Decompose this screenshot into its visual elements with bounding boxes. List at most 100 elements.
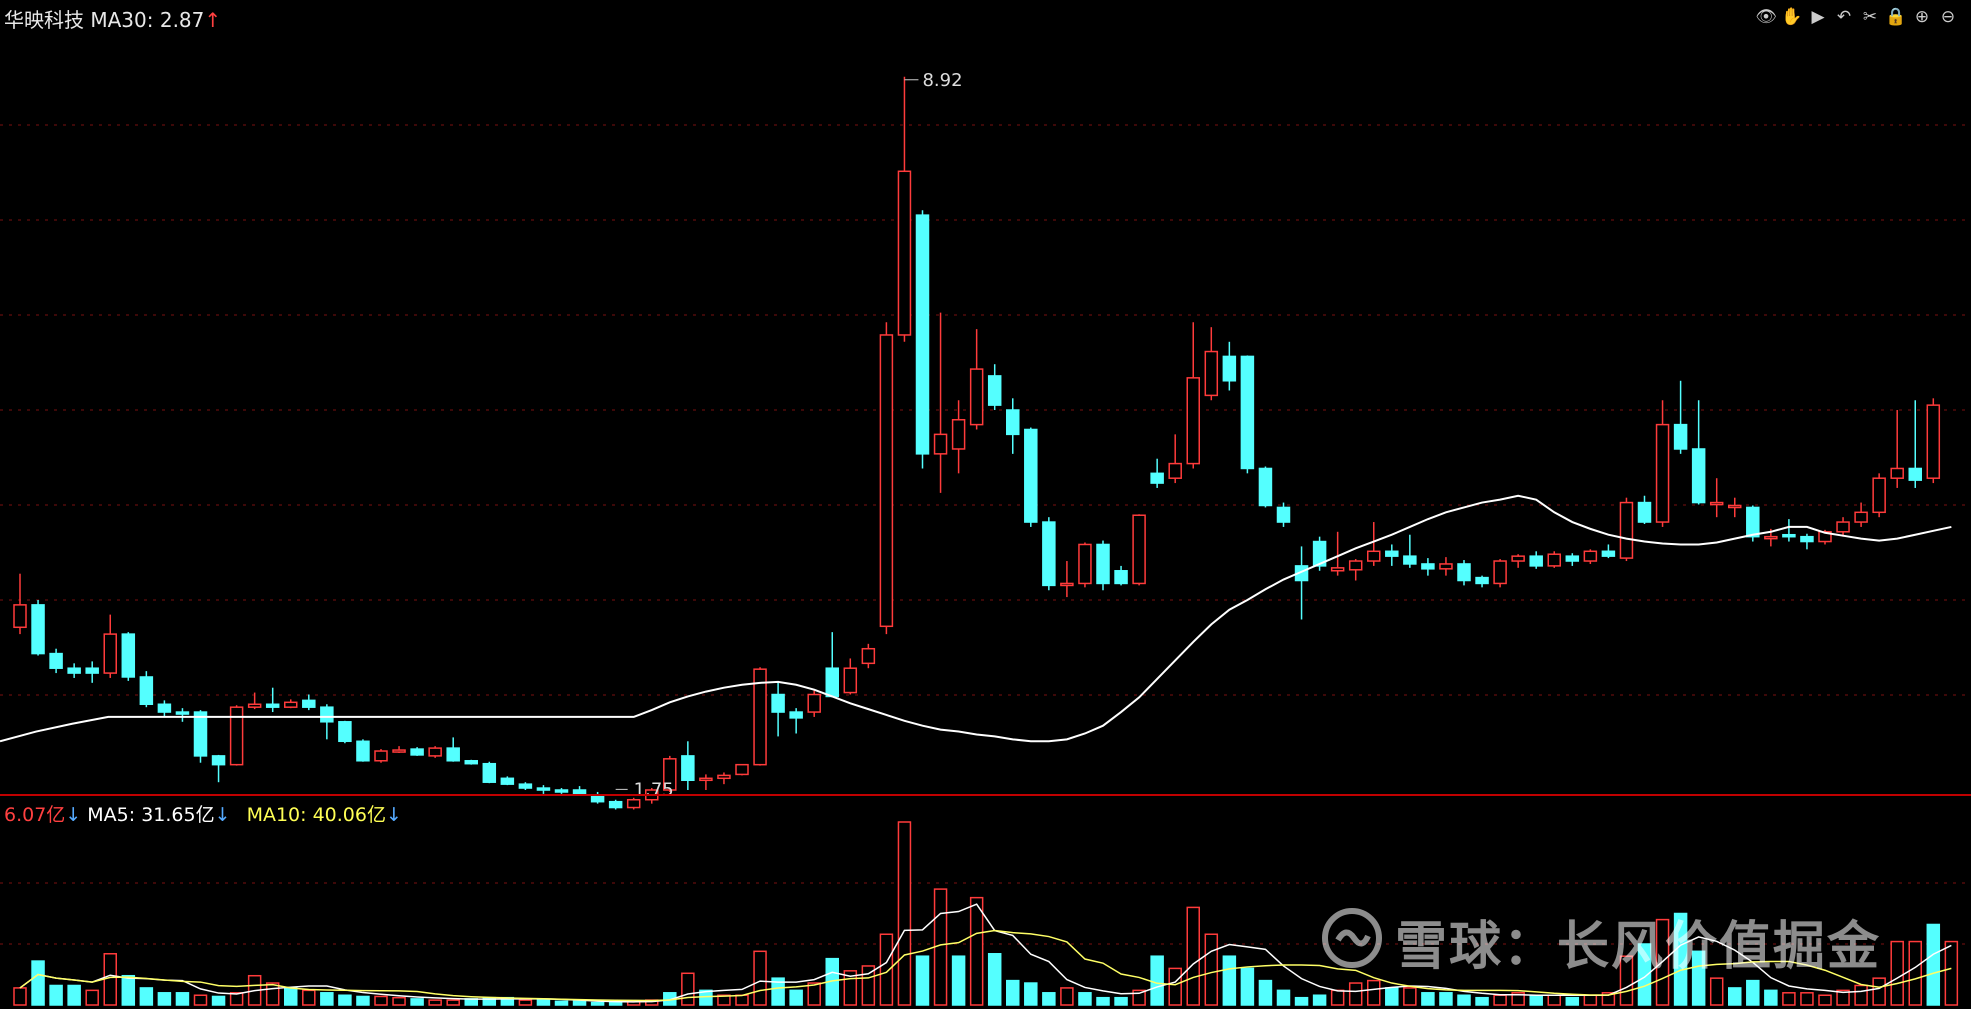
volume-bar — [284, 987, 298, 1006]
candle-body — [1655, 423, 1670, 523]
candle-body — [1764, 535, 1778, 540]
ma30-up-arrow-icon: ↑ — [204, 8, 222, 32]
volume-bar — [410, 998, 424, 1006]
volume-bar — [1709, 977, 1724, 1006]
candle-body — [1312, 540, 1327, 567]
volume-bar — [1511, 992, 1525, 1006]
candle — [121, 632, 136, 681]
candle-body — [31, 604, 45, 655]
volume-bar — [157, 992, 172, 1006]
volume-bar — [1330, 989, 1345, 1006]
candle — [229, 705, 244, 766]
candle — [157, 700, 172, 717]
hand-icon[interactable]: ✋ — [1781, 7, 1803, 27]
volume-bar — [392, 996, 406, 1006]
candle-body — [1403, 555, 1417, 565]
price-header: 华映科技 MA30: 2.87↑ — [4, 4, 221, 33]
volume-bar — [1782, 992, 1796, 1006]
candle-body — [1728, 504, 1742, 509]
volume-bar — [753, 950, 767, 1006]
volume-bar — [1493, 994, 1507, 1006]
candle — [1222, 341, 1237, 391]
volume-bar — [1529, 994, 1543, 1006]
candle — [843, 658, 858, 695]
volume-bar — [1078, 992, 1092, 1006]
candle-body — [1691, 448, 1706, 504]
volume-bar — [536, 999, 551, 1006]
candle-body — [807, 693, 821, 713]
volume-bar — [338, 994, 352, 1006]
candle-body — [897, 170, 912, 336]
candle — [626, 797, 641, 810]
volume-bar — [987, 953, 1002, 1006]
vol-ma5-line — [19, 903, 1952, 1003]
play-icon[interactable]: ▶ — [1811, 7, 1825, 27]
scissors-icon[interactable]: ✂ — [1862, 7, 1878, 27]
volume-bar — [356, 995, 370, 1006]
candle — [482, 761, 497, 784]
candle-body — [1908, 467, 1922, 481]
volume-ma10: MA10: 40.06亿 — [246, 804, 386, 826]
candle-body — [536, 787, 551, 791]
candle-body — [1493, 560, 1507, 585]
candle-body — [771, 693, 785, 713]
candle — [717, 772, 731, 785]
candle-body — [103, 633, 117, 674]
candle — [1276, 502, 1291, 527]
volume-bar — [1691, 950, 1706, 1006]
volume-bar — [49, 984, 63, 1006]
candle — [1078, 542, 1092, 588]
candle — [1475, 575, 1489, 588]
candle-body — [446, 747, 460, 762]
eye-icon[interactable]: 👁 — [1755, 7, 1777, 27]
candle-body — [265, 703, 280, 708]
candle — [663, 755, 677, 792]
candle — [1403, 534, 1417, 568]
volume-bar — [103, 953, 117, 1006]
candle — [789, 708, 803, 734]
candle — [338, 720, 352, 744]
volume-bar — [735, 994, 749, 1006]
volume-bar — [1042, 992, 1056, 1006]
ma30-label: MA30: 2.87 — [90, 8, 205, 32]
vol-ma10-line — [19, 929, 1952, 1002]
candle-body — [302, 699, 316, 708]
candle — [356, 739, 370, 762]
candle-body — [1890, 467, 1904, 479]
candle — [1709, 478, 1724, 518]
candle-body — [699, 777, 713, 782]
volume-bar — [1836, 989, 1850, 1006]
volume-bar — [175, 992, 190, 1006]
zoom-out-icon[interactable]: ⊖ — [1940, 7, 1956, 27]
candle — [211, 754, 226, 783]
candle — [699, 774, 713, 790]
candle-body — [861, 647, 876, 665]
candle — [13, 573, 27, 635]
undo-icon[interactable]: ↶ — [1836, 7, 1852, 27]
volume-bar — [969, 896, 984, 1006]
volume-bar — [1150, 955, 1164, 1006]
candle — [915, 210, 930, 469]
volume-bar — [1439, 992, 1453, 1006]
candle-body — [1096, 543, 1110, 585]
candle-body — [356, 740, 370, 762]
candle-body — [1168, 462, 1182, 479]
candle-body — [1836, 521, 1850, 533]
candle-body — [85, 667, 99, 674]
candle — [807, 690, 821, 717]
candle — [67, 663, 81, 678]
zoom-in-icon[interactable]: ⊕ — [1914, 7, 1930, 27]
candle — [1168, 434, 1182, 484]
candle-body — [1078, 543, 1092, 585]
candle-body — [1330, 567, 1345, 572]
lock-icon[interactable]: 🔒 — [1885, 7, 1907, 27]
candle-body — [717, 774, 731, 780]
candle-body — [1348, 560, 1363, 571]
volume-bar — [1186, 906, 1200, 1006]
candle-body — [663, 758, 677, 791]
volume-bar — [1547, 994, 1561, 1006]
volume-bar — [1294, 996, 1309, 1006]
candle — [1439, 557, 1453, 576]
candle-body — [374, 750, 388, 762]
candle-body — [915, 214, 930, 455]
